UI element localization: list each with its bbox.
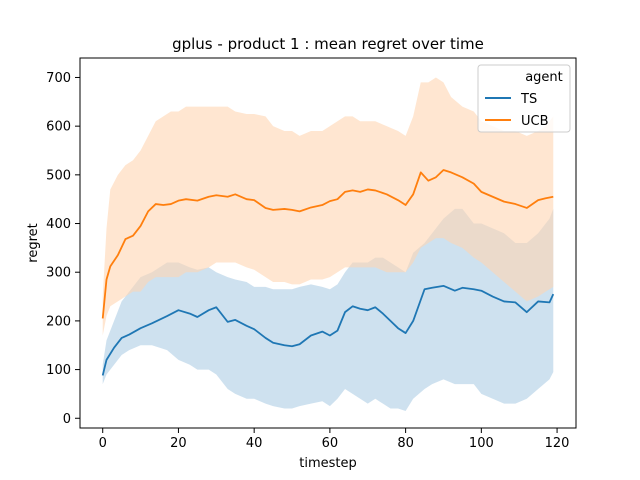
line-ts: [101, 284, 555, 376]
band-ucb: [102, 77, 554, 336]
legend-title: agent: [525, 70, 563, 85]
x-tick-label: 20: [170, 436, 187, 451]
y-tick-label: 100: [46, 363, 71, 378]
y-tick-label: 300: [46, 266, 71, 281]
legend: agent TS UCB: [477, 64, 571, 133]
x-tick-label: 40: [246, 436, 263, 451]
series-lines: [101, 169, 555, 376]
y-tick-label: 400: [46, 217, 71, 232]
chart-title: gplus - product 1 : mean regret over tim…: [172, 35, 484, 53]
x-tick-label: 80: [397, 436, 414, 451]
x-tick-label: 60: [322, 436, 339, 451]
y-tick-label: 200: [46, 314, 71, 329]
legend-box: [477, 64, 571, 133]
band-ts: [102, 208, 554, 411]
y-tick-label: 600: [46, 120, 71, 135]
y-tick-label: 500: [46, 168, 71, 183]
legend-label-ts: TS: [520, 92, 537, 107]
x-axis-label: timestep: [299, 456, 357, 471]
x-tick-label: 120: [545, 436, 570, 451]
legend-items: TS UCB: [485, 92, 549, 129]
line-ucb: [101, 169, 554, 319]
y-axis-label: regret: [26, 223, 41, 262]
x-tick-label: 0: [99, 436, 107, 451]
y-tick-label: 0: [63, 412, 71, 427]
y-tick-label: 700: [46, 71, 71, 86]
x-axis-ticks: 0 20 40 60 80 100 120: [99, 428, 570, 451]
confidence-bands: [102, 77, 554, 411]
plot-frame: [79, 57, 577, 429]
x-tick-label: 100: [469, 436, 494, 451]
y-axis-ticks: 0 100 200 300 400 500 600 700: [46, 71, 80, 427]
legend-label-ucb: UCB: [521, 114, 549, 129]
